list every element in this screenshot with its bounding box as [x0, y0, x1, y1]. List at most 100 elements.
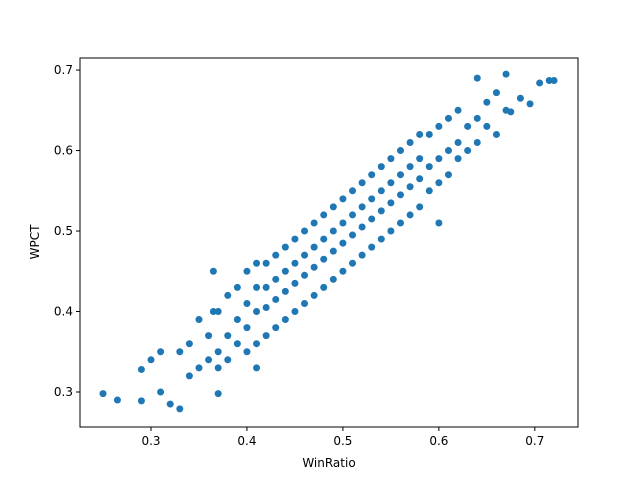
point: [329, 227, 337, 235]
point: [329, 275, 337, 283]
point: [113, 396, 121, 404]
point: [214, 390, 222, 398]
x-tick-label: 0.6: [429, 434, 448, 448]
y-tick-label: 0.5: [54, 224, 73, 238]
point: [205, 356, 213, 364]
point: [214, 348, 222, 356]
points: [99, 70, 558, 413]
point: [425, 187, 433, 195]
point: [214, 308, 222, 316]
point: [349, 231, 357, 239]
point: [243, 299, 251, 307]
point: [416, 175, 424, 183]
point: [464, 147, 472, 155]
point: [233, 340, 241, 348]
point: [473, 74, 481, 82]
point: [157, 388, 165, 396]
point: [137, 365, 145, 373]
point: [185, 372, 193, 380]
y-tick-label: 0.7: [54, 63, 73, 77]
point: [262, 259, 270, 267]
point: [99, 390, 107, 398]
point: [272, 251, 280, 259]
point: [329, 203, 337, 211]
point: [253, 259, 261, 267]
point: [368, 243, 376, 251]
point: [320, 235, 328, 243]
point: [406, 183, 414, 191]
point: [358, 203, 366, 211]
point: [416, 130, 424, 138]
point: [349, 187, 357, 195]
point: [205, 332, 213, 340]
point: [281, 243, 289, 251]
point: [272, 295, 280, 303]
y-tick-label: 0.3: [54, 385, 73, 399]
point: [291, 259, 299, 267]
point: [243, 348, 251, 356]
point: [209, 308, 217, 316]
point: [310, 263, 318, 271]
point: [291, 235, 299, 243]
x-tick-label: 0.3: [141, 434, 160, 448]
point: [502, 70, 510, 78]
point: [435, 179, 443, 187]
point: [349, 259, 357, 267]
point: [545, 77, 553, 85]
point: [507, 108, 515, 116]
point: [243, 267, 251, 275]
point: [416, 155, 424, 163]
point: [550, 77, 558, 85]
point: [185, 340, 193, 348]
point: [224, 356, 232, 364]
point: [377, 163, 385, 171]
point: [320, 283, 328, 291]
point: [291, 279, 299, 287]
point: [320, 211, 328, 219]
point: [147, 356, 155, 364]
point: [349, 211, 357, 219]
point: [368, 171, 376, 179]
x-axis-label: WinRatio: [302, 456, 355, 470]
point: [224, 332, 232, 340]
point: [444, 147, 452, 155]
point: [224, 291, 232, 299]
point: [176, 348, 184, 356]
point: [435, 122, 443, 130]
point: [310, 219, 318, 227]
point: [253, 283, 261, 291]
point: [406, 139, 414, 147]
point: [253, 364, 261, 372]
point: [339, 195, 347, 203]
point: [406, 211, 414, 219]
point: [320, 255, 328, 263]
point: [473, 114, 481, 122]
point: [526, 100, 534, 108]
point: [301, 271, 309, 279]
point: [492, 89, 500, 97]
point: [253, 308, 261, 316]
point: [492, 130, 500, 138]
point: [435, 155, 443, 163]
point: [396, 171, 404, 179]
point: [425, 163, 433, 171]
point: [209, 267, 217, 275]
point: [339, 219, 347, 227]
point: [214, 364, 222, 372]
point: [166, 400, 174, 408]
point: [281, 287, 289, 295]
point: [310, 291, 318, 299]
point: [281, 267, 289, 275]
point: [262, 283, 270, 291]
point: [243, 324, 251, 332]
point: [464, 122, 472, 130]
point: [377, 207, 385, 215]
point: [310, 243, 318, 251]
point: [444, 171, 452, 179]
point: [425, 130, 433, 138]
point: [272, 324, 280, 332]
point: [444, 114, 452, 122]
point: [387, 179, 395, 187]
point: [301, 251, 309, 259]
point: [358, 251, 366, 259]
